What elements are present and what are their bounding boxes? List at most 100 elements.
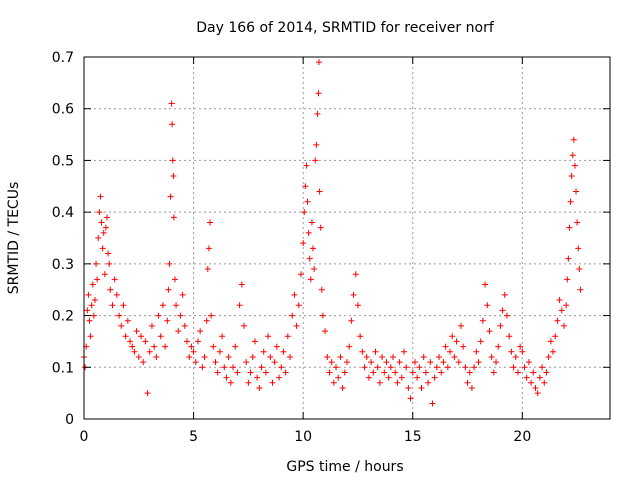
data-point <box>127 338 134 345</box>
data-point <box>305 229 312 236</box>
data-point <box>124 317 131 324</box>
data-point <box>166 260 173 267</box>
data-point <box>170 172 177 179</box>
data-point <box>221 364 228 371</box>
data-point <box>547 338 554 345</box>
data-point <box>312 157 319 164</box>
data-point <box>306 255 313 262</box>
data-point <box>534 390 541 397</box>
data-point <box>210 343 217 350</box>
data-point <box>167 193 174 200</box>
data-point <box>482 281 489 288</box>
data-point <box>407 395 414 402</box>
data-point <box>394 379 401 386</box>
data-point <box>307 276 314 283</box>
data-point <box>169 121 176 128</box>
data-point <box>258 364 265 371</box>
data-point <box>322 328 329 335</box>
data-point <box>157 333 164 340</box>
data-point <box>433 364 440 371</box>
data-point <box>411 359 418 366</box>
data-point <box>120 302 127 309</box>
data-point <box>506 333 513 340</box>
data-point <box>575 245 582 252</box>
data-point <box>488 353 495 360</box>
data-point <box>310 245 317 252</box>
data-point <box>442 343 449 350</box>
data-point <box>339 384 346 391</box>
data-point <box>118 322 125 329</box>
data-point <box>370 369 377 376</box>
data-point <box>304 198 311 205</box>
data-point <box>267 353 274 360</box>
data-point <box>271 359 278 366</box>
axis-ticks: 0 0.1 0.2 0.3 0.4 0.5 0.6 0.7 0 5 10 15 20 <box>52 50 610 445</box>
data-point <box>479 317 486 324</box>
data-point <box>192 359 199 366</box>
data-point <box>175 328 182 335</box>
data-point <box>303 162 310 169</box>
data-point <box>556 297 563 304</box>
data-point <box>318 286 325 293</box>
data-point <box>159 302 166 309</box>
data-point <box>462 364 469 371</box>
data-point <box>289 312 296 319</box>
data-point <box>179 291 186 298</box>
data-point <box>94 276 101 283</box>
data-point <box>102 224 109 231</box>
data-point <box>532 384 539 391</box>
data-point <box>468 384 475 391</box>
data-point <box>543 369 550 376</box>
data-point <box>295 302 302 309</box>
y-tick-label: 0.6 <box>52 102 74 118</box>
data-point <box>97 193 104 200</box>
data-point <box>184 338 191 345</box>
data-point <box>405 384 412 391</box>
data-point <box>251 338 258 345</box>
data-point <box>447 348 454 355</box>
data-point <box>230 364 237 371</box>
data-point <box>422 369 429 376</box>
data-point <box>91 297 98 304</box>
data-point <box>418 384 425 391</box>
data-point <box>501 291 508 298</box>
data-point <box>545 353 552 360</box>
data-point <box>438 369 445 376</box>
data-point <box>573 188 580 195</box>
data-point <box>473 348 480 355</box>
data-point <box>352 271 359 278</box>
data-point <box>105 250 112 257</box>
y-tick-label: 0 <box>65 412 74 428</box>
data-point <box>530 369 537 376</box>
data-point <box>284 333 291 340</box>
data-point <box>133 328 140 335</box>
data-point <box>376 379 383 386</box>
grid <box>84 57 610 419</box>
y-axis-label: SRMTID / TECUs <box>6 182 22 295</box>
y-tick-label: 0.4 <box>52 205 74 221</box>
data-point <box>276 374 283 381</box>
data-point <box>449 333 456 340</box>
y-tick-label: 0.7 <box>52 50 74 66</box>
data-point <box>100 229 107 236</box>
data-point <box>348 317 355 324</box>
data-point <box>344 359 350 366</box>
data-point <box>199 364 206 371</box>
data-point <box>116 312 123 319</box>
data-point <box>240 322 247 329</box>
data-point <box>420 353 427 360</box>
data-point <box>113 291 120 298</box>
data-point <box>346 343 353 350</box>
data-point <box>155 312 162 319</box>
data-point <box>503 312 510 319</box>
data-point <box>204 266 211 273</box>
data-point <box>486 328 493 335</box>
chart-title: Day 166 of 2014, SRMTID for receiver nor… <box>196 20 495 36</box>
data-point <box>523 374 530 381</box>
data-point <box>317 224 324 231</box>
data-point <box>262 369 269 376</box>
data-point <box>324 353 331 360</box>
data-point <box>313 141 320 148</box>
x-tick-label: 5 <box>189 429 198 445</box>
data-point <box>137 333 144 340</box>
